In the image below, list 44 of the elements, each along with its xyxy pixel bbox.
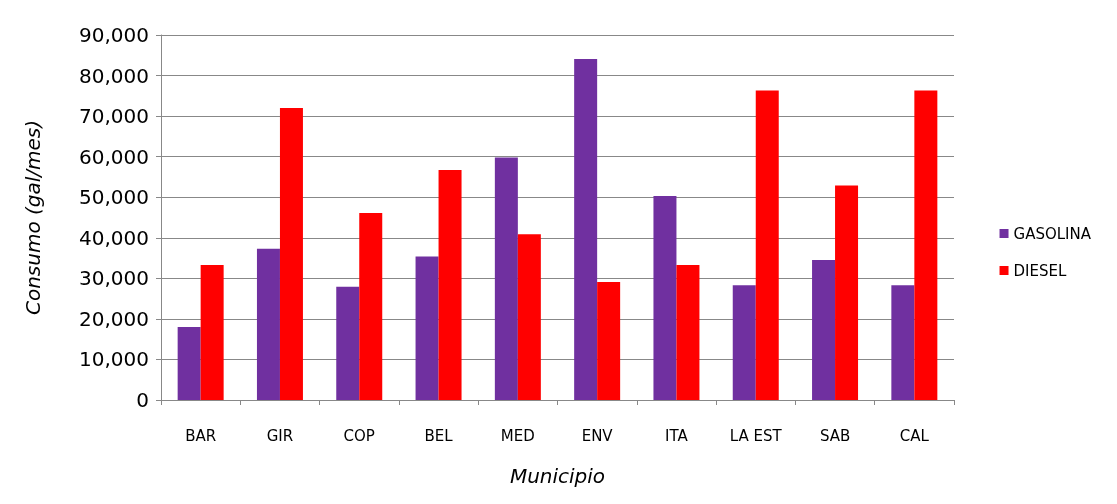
- y-tick-label: 40,000: [79, 225, 149, 250]
- y-tick-label: 10,000: [79, 347, 149, 372]
- x-tick-label: BEL: [424, 426, 454, 445]
- x-tick-label: BAR: [185, 426, 217, 445]
- y-tick-label: 80,000: [79, 63, 149, 88]
- bar: [279, 108, 303, 400]
- bar: [597, 281, 621, 400]
- bar: [574, 58, 598, 400]
- x-tick-label: GIR: [266, 426, 294, 445]
- y-tick-label: 70,000: [79, 104, 149, 129]
- bar: [732, 285, 756, 400]
- bar: [200, 264, 224, 400]
- y-tick-label: 20,000: [79, 306, 149, 331]
- bar: [653, 196, 677, 400]
- bar: [812, 260, 836, 400]
- bar: [914, 90, 938, 400]
- x-tick-label: LA EST: [729, 426, 783, 445]
- bar: [755, 90, 779, 400]
- bar: [256, 248, 280, 400]
- y-tick-label: 30,000: [79, 266, 149, 291]
- bar: [438, 170, 462, 400]
- x-tick-label: MED: [500, 426, 535, 445]
- x-tick-label: CAL: [899, 426, 930, 445]
- bar: [336, 286, 360, 400]
- bar: [676, 264, 700, 400]
- bar: [835, 185, 859, 400]
- x-tick-label: ENV: [581, 426, 614, 445]
- bar: [517, 234, 541, 400]
- x-axis-title: Municipio: [509, 464, 606, 488]
- y-tick-label: 50,000: [79, 185, 149, 210]
- y-tick-label: 90,000: [79, 23, 149, 47]
- legend-label: DIESEL: [1013, 261, 1067, 280]
- bar: [359, 213, 383, 400]
- y-axis-title: Consumo (gal/mes): [21, 119, 45, 316]
- y-tick-label: 60,000: [79, 144, 149, 169]
- bar: [177, 327, 201, 400]
- y-tick-label: 0: [136, 388, 149, 412]
- x-tick-label: SAB: [819, 426, 851, 445]
- x-tick-label: COP: [343, 426, 375, 445]
- bar: [415, 256, 439, 400]
- bar: [494, 157, 518, 400]
- bar: [891, 285, 915, 400]
- legend-label: GASOLINA: [1013, 224, 1092, 243]
- x-tick-label: ITA: [665, 426, 689, 445]
